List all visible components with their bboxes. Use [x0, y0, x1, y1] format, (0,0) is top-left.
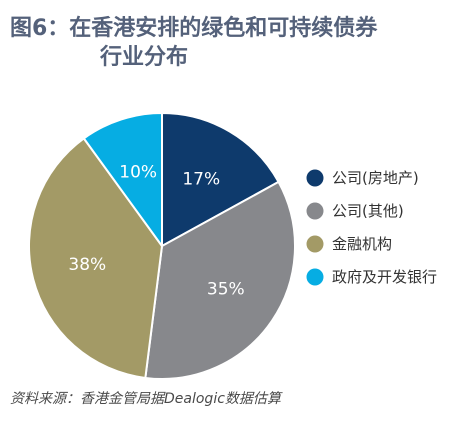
chart-title-line-2: 行业分布: [100, 45, 189, 70]
pie-slice-2: [144, 180, 296, 380]
source-note: 资料来源：香港金管局据Dealogic数据估算: [10, 391, 281, 407]
legend-marker-3: [306, 235, 324, 253]
slice-value-label-1: 17%: [182, 170, 220, 190]
slice-value-label-4: 10%: [119, 163, 157, 183]
chart-title-line-1: 图6：在香港安排的绿色和可持续债券: [10, 16, 378, 41]
legend-marker-4: [306, 268, 324, 286]
legend-label-4: 政府及开发银行: [332, 268, 437, 286]
pie-slice-labels: 17% 35% 38% 10%: [68, 163, 244, 300]
chart-title: 图6：在香港安排的绿色和可持续债券 行业分布: [10, 14, 462, 72]
slice-value-label-3: 38%: [68, 255, 106, 275]
pie-slice-3: [28, 137, 163, 379]
pie-slice-4: [82, 112, 163, 247]
pie-slice-1: [161, 112, 280, 247]
pie-slices: [28, 112, 296, 380]
slice-value-label-2: 35%: [207, 279, 245, 299]
legend-marker-1: [306, 169, 324, 187]
legend-label-1: 公司(房地产): [332, 169, 419, 187]
legend-label-2: 公司(其他): [332, 202, 404, 220]
legend-marker-2: [306, 202, 324, 220]
legend-label-3: 金融机构: [332, 235, 392, 253]
